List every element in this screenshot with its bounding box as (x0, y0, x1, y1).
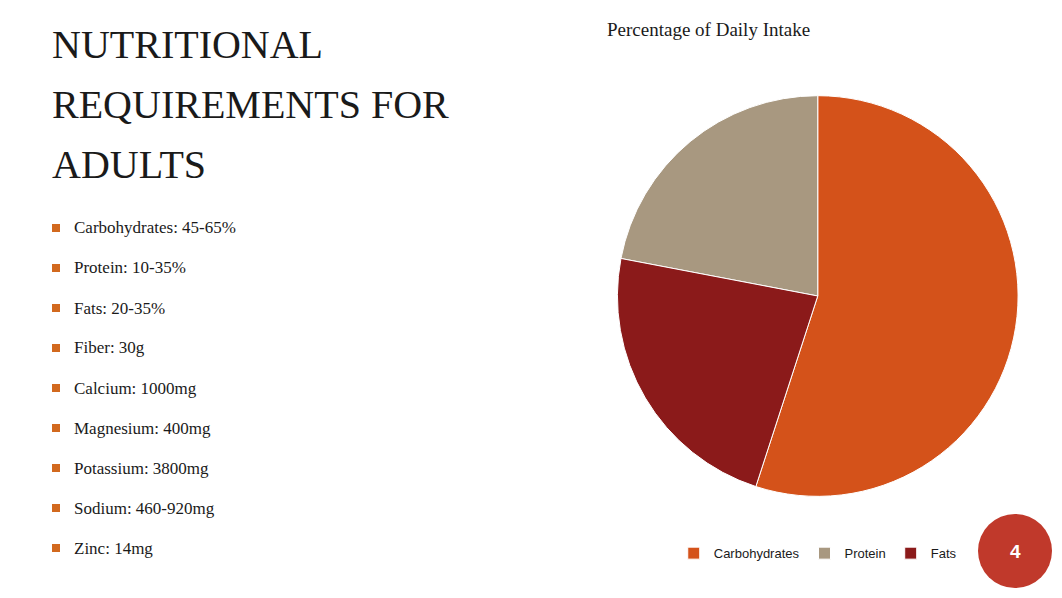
svg-text:REQUIREMENTS FOR: REQUIREMENTS FOR (52, 82, 449, 127)
svg-text:Carbohydrates: 45-65%: Carbohydrates: 45-65% (74, 218, 236, 237)
svg-text:Fats: Fats (931, 546, 957, 561)
svg-text:Percentage of Daily Intake: Percentage of Daily Intake (607, 19, 810, 40)
svg-text:ADULTS: ADULTS (52, 142, 206, 187)
svg-text:Protein: Protein (845, 546, 886, 561)
svg-text:Zinc: 14mg: Zinc: 14mg (74, 539, 153, 558)
svg-text:Fats: 20-35%: Fats: 20-35% (74, 299, 165, 318)
svg-text:Calcium: 1000mg: Calcium: 1000mg (74, 379, 197, 398)
svg-text:Fiber: 30g: Fiber: 30g (74, 338, 145, 357)
svg-text:NUTRITIONAL: NUTRITIONAL (52, 22, 323, 67)
svg-text:Magnesium: 400mg: Magnesium: 400mg (74, 419, 211, 438)
svg-text:Potassium: 3800mg: Potassium: 3800mg (74, 459, 209, 478)
svg-text:4: 4 (1010, 541, 1021, 562)
svg-text:Protein: 10-35%: Protein: 10-35% (74, 258, 186, 277)
svg-text:Carbohydrates: Carbohydrates (714, 546, 800, 561)
svg-text:Sodium: 460-920mg: Sodium: 460-920mg (74, 499, 215, 518)
